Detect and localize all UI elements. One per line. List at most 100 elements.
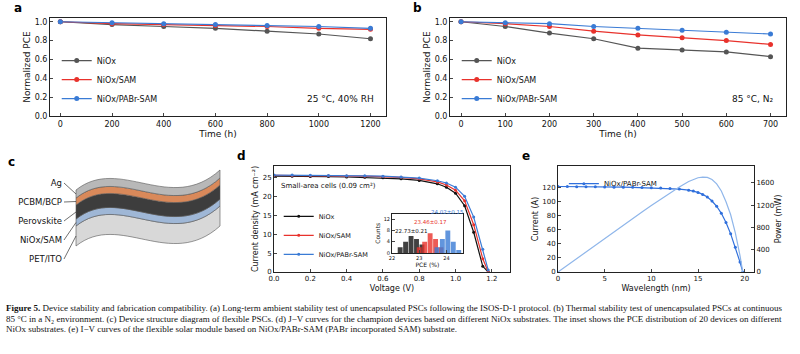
svg-text:NiOx: NiOx	[97, 57, 117, 66]
svg-text:PCE (%): PCE (%)	[415, 261, 439, 268]
svg-text:24: 24	[443, 255, 449, 261]
svg-text:0.8: 0.8	[35, 36, 48, 45]
svg-text:1000: 1000	[309, 120, 329, 129]
svg-text:600: 600	[208, 120, 223, 129]
svg-text:NiOx/PABr-SAM: NiOx/PABr-SAM	[97, 95, 158, 104]
svg-text:25 °C, 40% RH: 25 °C, 40% RH	[307, 94, 374, 104]
svg-text:NiOx/PABr-SAM: NiOx/PABr-SAM	[497, 95, 558, 104]
svg-text:0.0: 0.0	[35, 112, 48, 121]
svg-text:0: 0	[387, 250, 390, 256]
svg-text:85 °C, N₂: 85 °C, N₂	[732, 94, 774, 104]
svg-text:Ag: Ag	[51, 178, 62, 188]
svg-text:Normalized PCE: Normalized PCE	[422, 31, 432, 103]
svg-text:200: 200	[104, 120, 119, 129]
svg-text:Wavelength (nm): Wavelength (nm)	[621, 284, 690, 293]
svg-text:10: 10	[263, 231, 272, 239]
svg-text:0.8: 0.8	[414, 275, 425, 283]
svg-text:0.6: 0.6	[35, 55, 48, 64]
svg-text:20: 20	[547, 254, 556, 262]
svg-text:Time (h): Time (h)	[198, 129, 237, 139]
svg-text:400: 400	[630, 120, 645, 129]
svg-text:Time (h): Time (h)	[598, 129, 637, 139]
svg-text:5: 5	[267, 250, 271, 258]
svg-text:Current (A): Current (A)	[531, 197, 540, 241]
svg-text:800: 800	[756, 224, 769, 232]
svg-text:400: 400	[756, 246, 769, 254]
svg-text:22: 22	[389, 255, 395, 261]
svg-text:1.0: 1.0	[435, 18, 448, 27]
svg-text:a: a	[14, 1, 22, 15]
svg-text:Current density (mA cm⁻²): Current density (mA cm⁻²)	[251, 166, 260, 272]
svg-text:300: 300	[586, 120, 601, 129]
svg-text:24.02±0.15: 24.02±0.15	[431, 209, 464, 215]
svg-text:d: d	[237, 149, 246, 163]
svg-text:800: 800	[259, 120, 274, 129]
svg-text:Perovskite: Perovskite	[18, 216, 62, 226]
svg-text:0.2: 0.2	[35, 93, 48, 102]
svg-text:NiOx/SAM: NiOx/SAM	[319, 232, 351, 240]
svg-text:b: b	[413, 1, 422, 15]
svg-text:120: 120	[542, 184, 555, 192]
svg-text:0.2: 0.2	[435, 93, 448, 102]
svg-text:8: 8	[387, 227, 390, 233]
svg-text:23: 23	[416, 255, 422, 261]
svg-text:NiOx/PABr-SAM: NiOx/PABr-SAM	[604, 180, 657, 188]
svg-text:25: 25	[263, 174, 272, 182]
svg-text:NiOx/SAM: NiOx/SAM	[497, 76, 537, 85]
svg-text:600: 600	[719, 120, 734, 129]
svg-text:Voltage (V): Voltage (V)	[370, 284, 414, 293]
svg-text:1.0: 1.0	[35, 18, 48, 27]
svg-text:100: 100	[542, 198, 555, 206]
svg-text:0.6: 0.6	[377, 275, 389, 283]
svg-text:20: 20	[740, 275, 749, 283]
svg-text:NiOx/SAM: NiOx/SAM	[97, 76, 137, 85]
svg-text:23.46±0.17: 23.46±0.17	[414, 219, 447, 225]
svg-text:e: e	[522, 149, 530, 163]
svg-text:0: 0	[556, 275, 560, 283]
svg-text:0: 0	[551, 268, 555, 276]
svg-text:0.6: 0.6	[435, 55, 448, 64]
svg-text:0: 0	[58, 120, 63, 129]
svg-text:0.0: 0.0	[268, 275, 279, 283]
svg-text:0: 0	[459, 120, 464, 129]
svg-text:100: 100	[498, 120, 513, 129]
svg-text:400: 400	[156, 120, 171, 129]
svg-text:c: c	[8, 155, 15, 169]
svg-text:NiOx/SAM: NiOx/SAM	[20, 235, 62, 245]
svg-text:12: 12	[384, 216, 390, 222]
svg-text:60: 60	[547, 226, 556, 234]
svg-text:22.73±0.21: 22.73±0.21	[395, 228, 428, 234]
svg-text:1.0: 1.0	[450, 275, 461, 283]
svg-text:Small-area cells (0.09 cm²): Small-area cells (0.09 cm²)	[281, 182, 376, 190]
svg-text:0.8: 0.8	[435, 36, 448, 45]
svg-text:0.4: 0.4	[35, 74, 48, 83]
svg-text:40: 40	[547, 240, 556, 248]
svg-text:PCBM/BCP: PCBM/BCP	[18, 197, 62, 207]
svg-text:0.4: 0.4	[341, 275, 353, 283]
svg-text:200: 200	[542, 120, 557, 129]
svg-text:1200: 1200	[756, 202, 774, 210]
svg-text:Normalized PCE: Normalized PCE	[22, 31, 32, 103]
svg-text:Counts: Counts	[374, 223, 381, 244]
svg-text:4: 4	[387, 238, 390, 244]
svg-text:NiOx: NiOx	[319, 213, 335, 221]
svg-text:15: 15	[263, 212, 272, 220]
svg-text:1600: 1600	[756, 179, 774, 187]
svg-text:1200: 1200	[360, 120, 380, 129]
svg-text:10: 10	[647, 275, 656, 283]
svg-text:NiOx/PABr-SAM: NiOx/PABr-SAM	[319, 251, 368, 259]
svg-text:PET/ITO: PET/ITO	[29, 254, 62, 264]
svg-text:NiOx: NiOx	[497, 57, 517, 66]
svg-text:Power (mW): Power (mW)	[774, 195, 783, 244]
svg-text:0: 0	[267, 268, 271, 276]
svg-text:15: 15	[694, 275, 703, 283]
svg-text:0.2: 0.2	[305, 275, 316, 283]
svg-text:700: 700	[763, 120, 778, 129]
svg-text:0.4: 0.4	[435, 74, 448, 83]
svg-text:5: 5	[602, 275, 606, 283]
svg-text:20: 20	[263, 193, 272, 201]
svg-text:0.0: 0.0	[435, 112, 448, 121]
svg-text:80: 80	[547, 212, 556, 220]
svg-text:1.2: 1.2	[486, 275, 497, 283]
svg-text:0: 0	[756, 268, 760, 276]
